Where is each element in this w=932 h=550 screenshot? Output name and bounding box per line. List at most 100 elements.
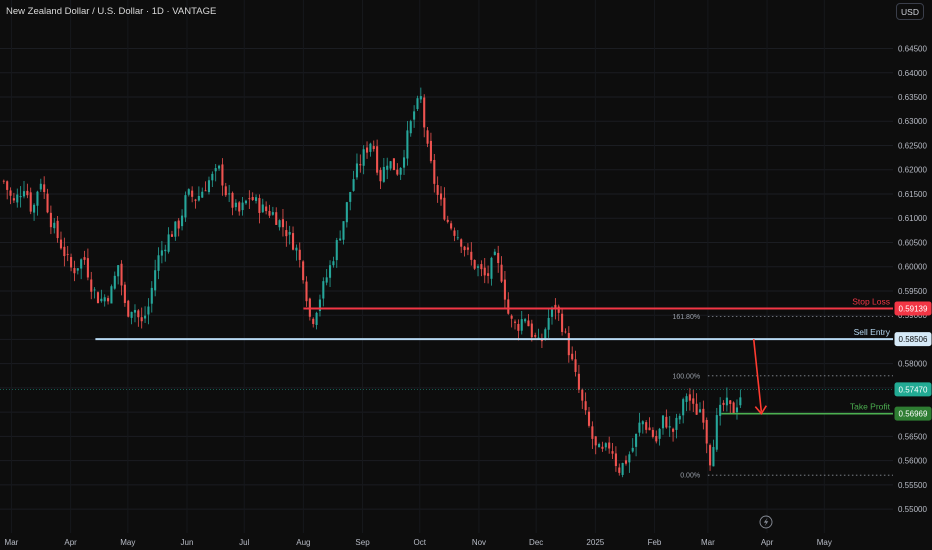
candle — [456, 230, 459, 241]
candle — [228, 184, 231, 203]
candle — [26, 183, 29, 199]
lightning-icon[interactable] — [759, 515, 773, 529]
candle — [594, 436, 597, 455]
candle — [638, 412, 641, 437]
candle — [426, 126, 429, 148]
candle — [352, 170, 355, 192]
candle — [2, 179, 5, 184]
time-tick-label: Jul — [239, 538, 249, 547]
candle — [436, 176, 439, 203]
candle — [349, 191, 352, 211]
candle — [460, 238, 463, 254]
fib-level-label: 100.00% — [672, 373, 700, 380]
price-tick-label: 0.55000 — [898, 505, 927, 514]
time-tick-label: Sep — [355, 538, 370, 547]
candle — [76, 268, 79, 275]
candle — [688, 388, 691, 411]
candle — [497, 245, 500, 273]
currency-button[interactable]: USD — [896, 3, 924, 20]
candle — [557, 304, 560, 321]
candle — [140, 307, 143, 329]
candle — [453, 227, 456, 242]
candle — [59, 231, 63, 250]
candle — [598, 442, 601, 448]
candle — [211, 171, 214, 188]
candle — [655, 430, 658, 444]
price-tick-label: 0.56500 — [898, 432, 927, 441]
projection-arrow — [752, 339, 763, 412]
candle — [231, 191, 234, 216]
candle — [224, 182, 227, 197]
price-tick-label: 0.59500 — [898, 287, 927, 296]
candle — [608, 436, 611, 454]
candle — [63, 237, 66, 267]
candle — [439, 186, 443, 206]
candle — [631, 438, 634, 453]
candle — [174, 221, 177, 241]
candle — [278, 219, 281, 231]
candle — [577, 364, 580, 393]
candle — [56, 216, 59, 243]
time-tick-label: Oct — [414, 538, 427, 547]
arrow-head-icon — [754, 405, 768, 416]
candle — [645, 420, 648, 434]
candle — [258, 194, 261, 224]
candle — [66, 245, 69, 262]
candle — [705, 417, 708, 454]
candle — [181, 209, 184, 231]
candle — [302, 260, 305, 284]
candle — [359, 154, 362, 173]
candle — [382, 158, 385, 183]
candle — [530, 319, 533, 342]
candle — [86, 248, 89, 281]
candle — [685, 393, 688, 412]
candle — [103, 294, 106, 307]
candle — [561, 307, 564, 336]
candle — [133, 304, 137, 323]
time-tick-label: 2025 — [586, 538, 604, 547]
candle — [635, 433, 638, 457]
candle — [372, 140, 375, 152]
candle — [328, 260, 332, 287]
candle — [194, 198, 197, 209]
take-profit-label: Take Profit — [850, 402, 891, 412]
candle — [402, 149, 406, 176]
candle — [6, 180, 9, 200]
price-tick-label: 0.64000 — [898, 69, 927, 78]
price-tick-label: 0.55500 — [898, 481, 927, 490]
candles — [2, 87, 742, 478]
candle — [446, 215, 449, 224]
candle — [379, 167, 382, 189]
candle — [678, 413, 681, 425]
candle — [675, 413, 678, 439]
candle — [473, 259, 476, 271]
candle — [261, 198, 264, 213]
time-tick-label: Feb — [648, 538, 662, 547]
candle — [46, 188, 49, 214]
candle — [292, 226, 295, 251]
candle — [581, 388, 584, 409]
candle — [335, 237, 338, 268]
time-tick-label: Jun — [181, 538, 194, 547]
time-tick-label: Dec — [529, 538, 543, 547]
price-tick-label: 0.60000 — [898, 263, 927, 272]
candle — [144, 306, 147, 323]
candle — [80, 258, 83, 280]
candle — [591, 421, 594, 449]
chart-title: New Zealand Dollar / U.S. Dollar · 1D · … — [6, 6, 217, 17]
candle — [739, 389, 742, 409]
candle — [207, 176, 211, 195]
candle — [164, 244, 167, 262]
time-tick-label: May — [120, 538, 135, 547]
candle — [130, 311, 133, 325]
price-tick-label: 0.63000 — [898, 117, 927, 126]
candle — [413, 105, 416, 128]
candle — [672, 427, 675, 442]
svg-text:0.59139: 0.59139 — [899, 304, 928, 313]
price-axis: 0.64500 0.64000 0.63500 0.63000 0.62500 0.620… — [898, 45, 927, 515]
candle — [540, 333, 543, 348]
candle — [251, 192, 254, 201]
candle — [584, 392, 587, 415]
candle — [611, 442, 614, 459]
